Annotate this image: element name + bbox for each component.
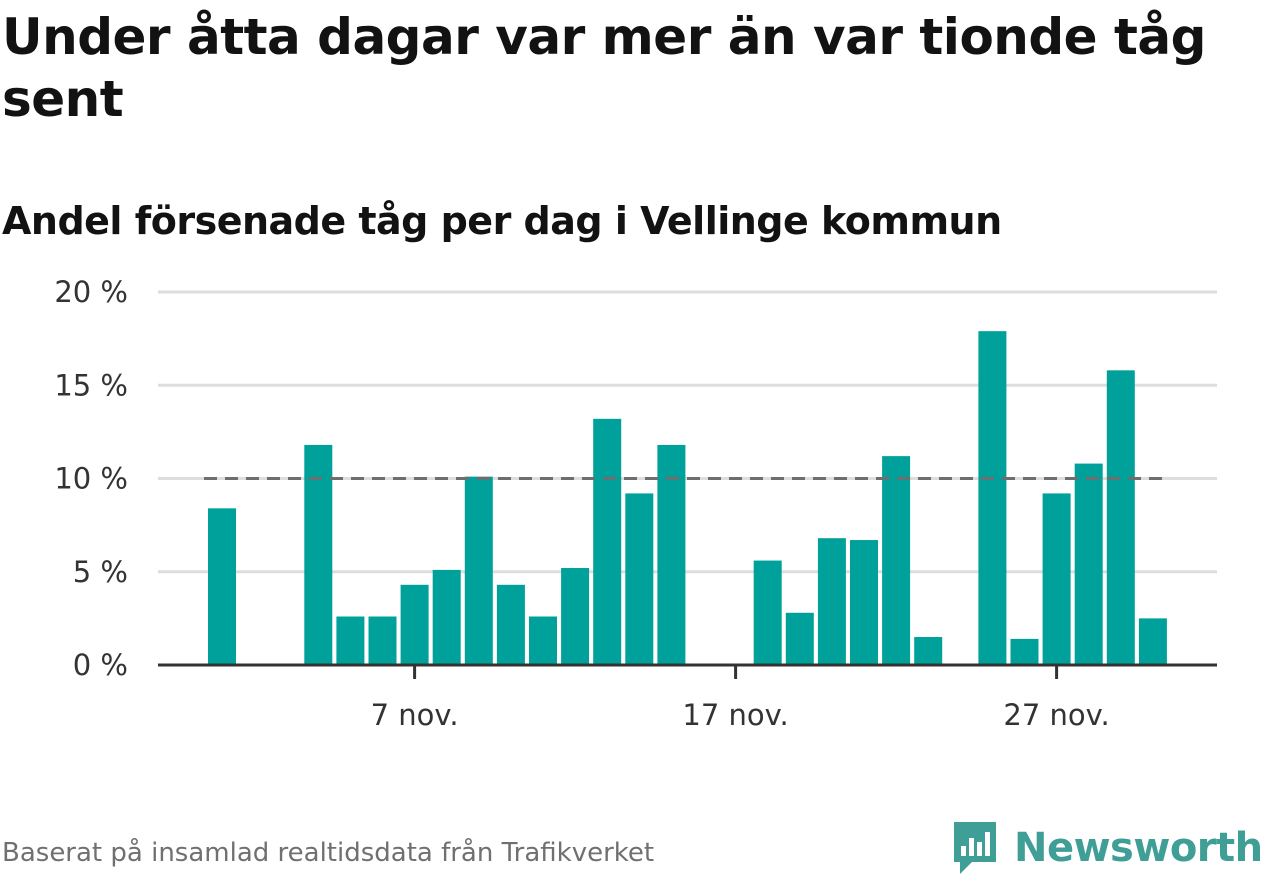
bars bbox=[208, 331, 1167, 665]
y-tick-label: 10 % bbox=[54, 462, 128, 496]
bar bbox=[1010, 638, 1039, 665]
x-tick-label: 27 nov. bbox=[1003, 698, 1109, 732]
bar bbox=[785, 612, 814, 665]
bar bbox=[753, 560, 782, 665]
bar bbox=[1074, 463, 1103, 665]
bar bbox=[432, 569, 461, 665]
y-tick-label: 20 % bbox=[54, 275, 128, 309]
bar bbox=[978, 331, 1007, 665]
x-tick-label: 17 nov. bbox=[682, 698, 788, 732]
y-tick-label: 0 % bbox=[73, 648, 128, 682]
bar bbox=[1138, 618, 1167, 665]
source-note: Baserat på insamlad realtidsdata från Tr… bbox=[2, 838, 655, 868]
chart-title: Under åtta dagar var mer än var tionde t… bbox=[2, 8, 1206, 128]
bar bbox=[882, 456, 911, 665]
y-axis-ticks: 0 % 5 % 10 % 15 % 20 % bbox=[54, 275, 128, 682]
y-tick-label: 15 % bbox=[54, 368, 128, 402]
newsworthy-logo-icon bbox=[954, 822, 996, 874]
x-tick-label: 7 nov. bbox=[371, 698, 459, 732]
bar bbox=[657, 444, 686, 665]
bar bbox=[208, 508, 236, 665]
x-axis-ticks: 7 nov. 17 nov. 27 nov. bbox=[371, 665, 1110, 732]
bar bbox=[529, 616, 557, 665]
newsworthy-logo: Newsworthy bbox=[950, 818, 1262, 878]
y-tick-label: 5 % bbox=[73, 555, 128, 589]
bar bbox=[561, 568, 590, 665]
bar bbox=[368, 616, 397, 665]
bar bbox=[914, 637, 943, 665]
bar bbox=[817, 538, 846, 665]
bar bbox=[496, 584, 525, 665]
bar bbox=[1106, 370, 1135, 665]
bar-chart: 0 % 5 % 10 % 15 % 20 % 7 nov. 17 nov. 27 nov. bbox=[54, 275, 1217, 732]
bar bbox=[336, 616, 365, 665]
bar bbox=[1042, 493, 1071, 665]
bar bbox=[464, 476, 493, 665]
newsworthy-logo-text: Newsworthy bbox=[1014, 825, 1262, 871]
bar bbox=[400, 584, 429, 665]
bar bbox=[850, 540, 878, 665]
bar bbox=[593, 418, 622, 665]
bar bbox=[304, 444, 333, 665]
chart-subtitle: Andel försenade tåg per dag i Vellinge k… bbox=[2, 199, 1002, 243]
bar bbox=[625, 493, 654, 665]
